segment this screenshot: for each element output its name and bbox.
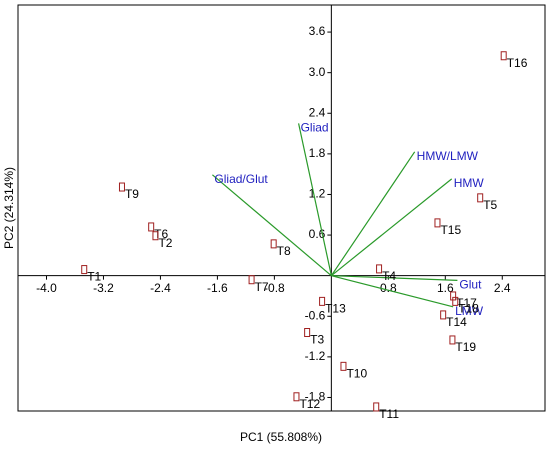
point-label: T9 xyxy=(125,187,139,201)
y-tick-label: 1.2 xyxy=(309,187,326,201)
score-point xyxy=(319,296,326,306)
y-tick-label: 3.6 xyxy=(309,24,326,38)
y-tick-label: -1.8 xyxy=(305,390,326,404)
score-point xyxy=(118,182,125,192)
score-point xyxy=(293,392,300,402)
loading-vector xyxy=(330,151,416,277)
y-tick-label: 3.0 xyxy=(309,65,326,79)
x-tick-label: -4.0 xyxy=(36,281,57,295)
point-label: T12 xyxy=(299,397,320,411)
point-label: T17 xyxy=(456,296,477,310)
score-point xyxy=(148,222,155,232)
score-point xyxy=(452,296,459,306)
loading-vector xyxy=(330,178,453,277)
score-point xyxy=(304,328,311,338)
x-tick-label: 2.4 xyxy=(494,281,511,295)
loading-label: Gliad/Glut xyxy=(214,172,268,186)
x-tick-label: -2.4 xyxy=(150,281,171,295)
score-point xyxy=(449,335,456,345)
loading-label: LMW xyxy=(455,304,484,318)
point-label: T10 xyxy=(346,367,367,381)
score-point xyxy=(500,51,507,61)
x-tick-label: -0.8 xyxy=(264,281,285,295)
point-label: T18 xyxy=(458,302,479,316)
y-tick-label: 1.8 xyxy=(309,146,326,160)
point-label: T5 xyxy=(483,198,497,212)
loading-label: HMW xyxy=(454,176,485,190)
x-tick-label: -1.6 xyxy=(207,281,228,295)
point-label: T14 xyxy=(446,315,467,329)
loading-label: Glut xyxy=(459,278,482,292)
score-point xyxy=(373,402,380,412)
score-point xyxy=(270,239,277,249)
loading-vector xyxy=(331,275,458,282)
y-axis-label: PC2 (24.314%) xyxy=(2,167,16,249)
score-point xyxy=(248,275,255,285)
score-point xyxy=(376,264,383,274)
x-tick-label: -3.2 xyxy=(93,281,114,295)
loading-label: Gliad xyxy=(301,121,329,135)
score-point xyxy=(434,218,441,228)
point-label: T7 xyxy=(255,280,269,294)
score-point xyxy=(440,310,447,320)
point-label: T11 xyxy=(379,407,399,421)
point-label: T2 xyxy=(158,236,172,250)
loading-vector xyxy=(298,123,332,276)
loading-vector xyxy=(212,174,332,277)
point-label: T4 xyxy=(382,269,396,283)
y-tick-label: -1.2 xyxy=(305,349,326,363)
point-label: T8 xyxy=(277,244,291,258)
point-label: T16 xyxy=(507,56,528,70)
plot-frame xyxy=(17,4,546,412)
loading-vector xyxy=(331,275,454,308)
score-point xyxy=(152,231,159,241)
y-tick-label: -0.6 xyxy=(305,308,326,322)
x-axis-label: PC1 (55.808%) xyxy=(240,430,322,444)
point-label: T3 xyxy=(310,333,324,347)
point-label: T13 xyxy=(325,302,346,316)
loading-label: HMW/LMW xyxy=(417,149,479,163)
y-tick-label: 2.4 xyxy=(309,105,326,119)
point-label: T15 xyxy=(440,223,461,237)
point-label: T19 xyxy=(455,340,476,354)
score-point xyxy=(477,193,484,203)
point-label: T1 xyxy=(87,270,101,284)
score-point xyxy=(340,361,347,371)
x-tick-label: 1.6 xyxy=(437,281,454,295)
score-point xyxy=(81,265,88,275)
